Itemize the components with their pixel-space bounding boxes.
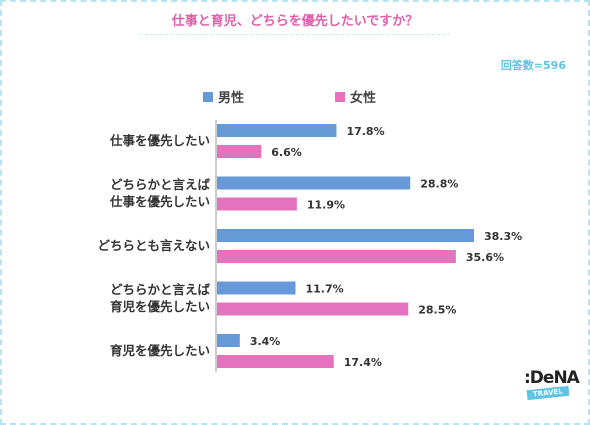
bar-female [217, 145, 262, 158]
chart-title: 仕事と育児、どちらを優先したいですか？ [171, 14, 419, 29]
category-label: 育児を優先したい [110, 343, 210, 358]
bar-female [217, 355, 334, 368]
bar-male [217, 334, 240, 347]
category-label: どちらとも言えない [97, 238, 210, 253]
data-label: 11.9% [307, 199, 345, 212]
bar-female [217, 302, 409, 316]
legend-female-swatch [335, 91, 345, 102]
legend-male-swatch [203, 91, 213, 102]
category-label: どちらかと言えば [110, 282, 211, 297]
bar-male [217, 176, 411, 190]
data-label: 11.7% [306, 283, 344, 296]
data-label: 28.8% [420, 178, 458, 191]
bar-male [217, 281, 296, 295]
data-label: 28.5% [418, 304, 456, 317]
data-label: 6.6% [271, 146, 302, 159]
title-divider [140, 34, 450, 35]
category-label: 育児を優先したい [110, 299, 210, 314]
data-label: 17.4% [344, 356, 382, 369]
respondent-count: 回答数=596 [500, 59, 566, 72]
bar-female [217, 250, 456, 263]
category-label: 仕事を優先したい [109, 133, 210, 148]
bar-male [217, 229, 474, 242]
legend-female: 女性 [335, 87, 376, 106]
data-label: 35.6% [466, 251, 504, 264]
legend-male-label: 男性 [218, 91, 245, 106]
dena-travel-logo: :DeNA TRAVEL [524, 368, 580, 412]
legend-male: 男性 [203, 87, 244, 106]
category-label: 仕事を優先したい [109, 194, 210, 209]
data-label: 3.4% [250, 335, 281, 348]
data-label: 38.3% [484, 230, 522, 243]
legend-female-label: 女性 [350, 91, 377, 106]
logo-text: :DeNA [524, 368, 580, 388]
bar-male [217, 124, 337, 137]
bar-female [217, 197, 297, 211]
category-label: どちらかと言えば [110, 177, 211, 192]
data-label: 17.8% [346, 125, 384, 138]
